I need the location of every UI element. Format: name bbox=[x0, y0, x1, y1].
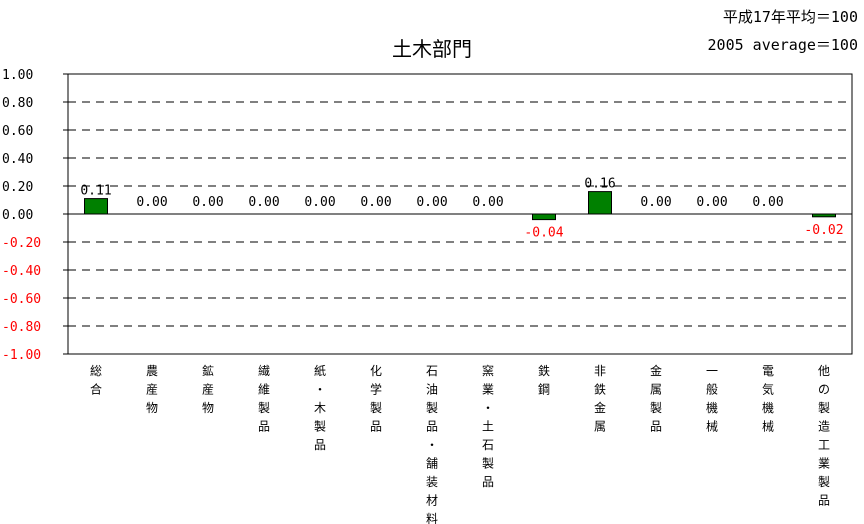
category-label: 紙・木製品 bbox=[314, 363, 326, 452]
bar bbox=[532, 213, 556, 221]
bar bbox=[84, 198, 108, 215]
data-label: 0.16 bbox=[584, 177, 615, 192]
data-label: -0.04 bbox=[524, 226, 563, 241]
chart-title: 土木部門 bbox=[392, 37, 472, 61]
data-label: 0.00 bbox=[640, 195, 671, 210]
category-labels: 総合 農産物 鉱産物 繊維製品 紙・木製品 化学製品 石油製品・舗装材料 窯業・土石製品 鉄鋼 非… bbox=[90, 363, 830, 524]
y-tick-label: -0.20 bbox=[2, 236, 41, 251]
category-label: 電気機械 bbox=[762, 364, 774, 434]
data-label: 0.00 bbox=[416, 195, 447, 210]
data-label: 0.00 bbox=[136, 195, 167, 210]
data-label: 0.00 bbox=[248, 195, 279, 210]
y-tick-label: -0.60 bbox=[2, 292, 41, 307]
data-label: 0.00 bbox=[472, 195, 503, 210]
bars bbox=[84, 191, 836, 221]
data-label: 0.00 bbox=[304, 195, 335, 210]
base-note-en: 2005 average＝100 bbox=[708, 36, 858, 54]
category-label: 鉄鋼 bbox=[538, 363, 550, 397]
data-label: 0.00 bbox=[360, 195, 391, 210]
category-label: 農産物 bbox=[146, 364, 158, 415]
data-label: 0.00 bbox=[696, 195, 727, 210]
y-tick-label: -0.80 bbox=[2, 320, 41, 335]
y-tick-label: -0.40 bbox=[2, 264, 41, 279]
data-label: 0.00 bbox=[752, 195, 783, 210]
category-label: 繊維製品 bbox=[258, 364, 270, 434]
category-label: 化学製品 bbox=[370, 364, 382, 434]
y-tick-label: 1.00 bbox=[2, 68, 33, 83]
grid-layer bbox=[68, 101, 852, 327]
category-label: 鉱産物 bbox=[202, 363, 214, 415]
y-tick-label: -1.00 bbox=[2, 348, 41, 363]
data-label: -0.02 bbox=[804, 223, 843, 238]
category-label: 金属製品 bbox=[650, 363, 662, 434]
y-tick-label: 0.20 bbox=[2, 180, 33, 195]
y-tick-label: 0.40 bbox=[2, 152, 33, 167]
category-label: 石油製品・舗装材料 bbox=[426, 364, 438, 524]
y-tick-label: 0.60 bbox=[2, 124, 33, 139]
category-label: 窯業・土石製品 bbox=[482, 363, 494, 489]
bar bbox=[588, 191, 612, 215]
y-tick-label: 0.00 bbox=[2, 208, 33, 223]
data-labels: 0.11 0.00 0.00 0.00 0.00 0.00 0.00 0.00 -0.04 0.1… bbox=[80, 177, 843, 241]
category-label: 非鉄金属 bbox=[594, 364, 606, 434]
base-note-jp: 平成17年平均＝100 bbox=[723, 8, 858, 26]
y-tick-label: 0.80 bbox=[2, 96, 33, 111]
data-label: 0.11 bbox=[80, 184, 111, 199]
category-label: 総合 bbox=[90, 364, 102, 397]
category-label: 他の製造工業製品 bbox=[818, 364, 830, 508]
category-label: 一般機械 bbox=[706, 364, 718, 434]
y-axis-ticks: 1.00 0.80 0.60 0.40 0.20 0.00 -0.20 -0.40 -0.60 -… bbox=[2, 68, 68, 363]
data-label: 0.00 bbox=[192, 195, 223, 210]
